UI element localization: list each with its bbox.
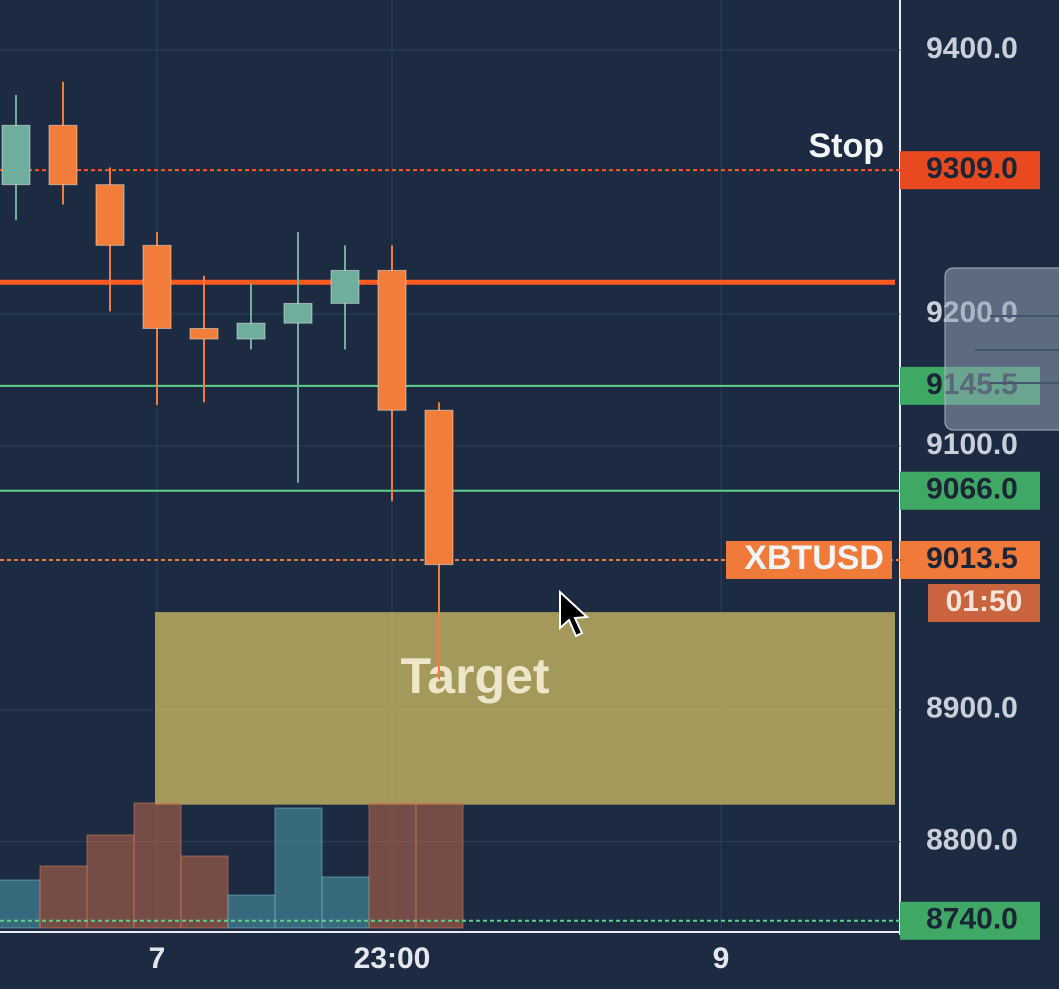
candle-body [377, 269, 407, 411]
candle-body [142, 244, 172, 329]
level-name: XBTUSD [744, 539, 884, 577]
volume-bar [0, 879, 41, 929]
x-tick-label: 9 [713, 942, 730, 975]
countdown: 01:50 [946, 585, 1023, 618]
volume-bar [86, 834, 135, 929]
price-tag [900, 471, 1040, 510]
candle-body [189, 327, 219, 340]
price-tag [900, 540, 1040, 579]
cursor [559, 589, 590, 638]
candle-body [236, 322, 266, 340]
candle-body [330, 269, 360, 304]
plot-layer: 9400.09200.09100.08900.08800.0723:009Tar… [0, 0, 1040, 975]
price-tag-label: 9013.5 [926, 542, 1018, 575]
price-tag-label: 9309.0 [926, 152, 1018, 185]
volume-bar [368, 802, 417, 929]
target-zone [155, 612, 895, 805]
volume-bar [39, 865, 88, 929]
target-label: Target [400, 648, 549, 704]
volume-bar [133, 802, 182, 929]
price-tag-label: 9066.0 [926, 473, 1018, 506]
volume-bar [321, 876, 370, 929]
symbol-tag [726, 540, 892, 579]
volume-bar [227, 894, 276, 929]
level-name: Stop [808, 127, 884, 165]
volume-bar [415, 802, 464, 929]
volume-bar [274, 807, 323, 929]
candle-body [48, 124, 78, 186]
y-tick-label: 8800.0 [926, 824, 1018, 857]
x-tick-label: 23:00 [354, 942, 431, 975]
x-tick-label: 7 [149, 942, 166, 975]
price-tag [900, 901, 1040, 940]
candle-body [1, 124, 31, 186]
candle-body [95, 184, 125, 246]
price-tag [900, 151, 1040, 190]
candle-body [424, 409, 454, 566]
y-tick-label: 9400.0 [926, 32, 1018, 65]
candle-body [283, 302, 313, 324]
volume-bar [180, 855, 229, 929]
price-tag-label: 8740.0 [926, 903, 1018, 936]
y-tick-label: 8900.0 [926, 692, 1018, 725]
countdown-tag [928, 583, 1040, 622]
y-tick-label: 9100.0 [926, 428, 1018, 461]
